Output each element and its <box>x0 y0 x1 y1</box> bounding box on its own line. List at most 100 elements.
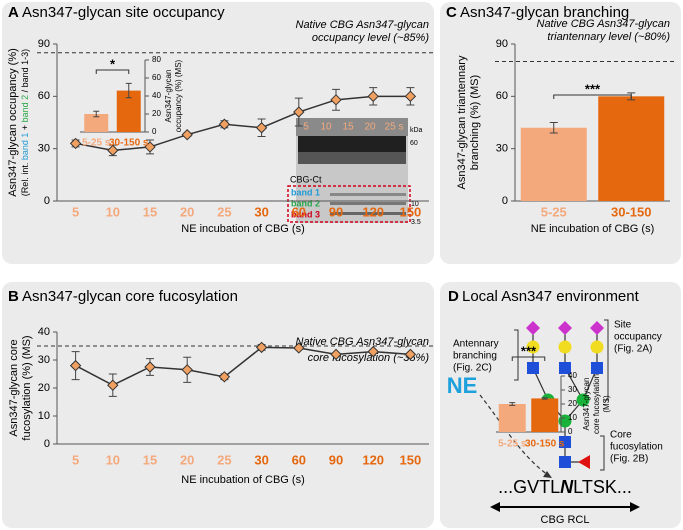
glycan-residues <box>526 321 604 469</box>
gel-lane-label: 5 <box>303 122 309 133</box>
antennary-label: Antennary <box>453 339 499 350</box>
x-axis-label: NE incubation of CBG (s) <box>181 474 305 486</box>
panel-letter: C <box>446 4 457 21</box>
bar <box>84 114 109 132</box>
y-tick-label: 30 <box>38 354 50 366</box>
x-axis-label: NE incubation of CBG (s) <box>531 223 655 235</box>
arrow-head <box>630 502 640 512</box>
panel-letter: D <box>448 288 459 305</box>
diagram: D Local Asn347 environment Antennary bra… <box>447 288 663 526</box>
x-tick-label: 120 <box>362 204 384 219</box>
x-tick-label: 10 <box>106 452 120 467</box>
error-bar <box>509 402 516 406</box>
y-axis-label: branching (%) (MS) <box>469 75 481 170</box>
y-axis-sublabel-part: band 2 <box>20 95 30 123</box>
x-tick-label: 5-25 <box>541 204 567 219</box>
data-point <box>144 361 156 373</box>
y-tick-label: 20 <box>38 382 50 394</box>
gel-lane-label: 20 <box>364 122 376 133</box>
error-bar <box>541 397 548 400</box>
data-point <box>330 348 342 361</box>
y-tick-label: 0 <box>44 195 50 207</box>
x-tick-label: 60 <box>292 204 306 219</box>
data-point <box>181 364 193 376</box>
gel: 5 10 15 20 25 s kDa 60 10 3.5 CBG-Ct ban… <box>287 118 423 226</box>
y-tick-label: 30 <box>568 385 577 394</box>
bar <box>520 127 587 201</box>
gel-band-1 <box>330 193 406 196</box>
y-tick-label: 60 <box>38 90 50 102</box>
reference-label: occupancy level (~85%) <box>312 32 429 44</box>
panel-b-bg <box>2 282 434 528</box>
x-tick-label: 25 <box>217 452 231 467</box>
error-bar <box>549 122 558 134</box>
significance-bracket <box>95 69 130 74</box>
data-point <box>404 348 417 361</box>
y-tick-label: 0 <box>152 127 157 136</box>
x-axis-label: NE incubation of CBG (s) <box>181 223 305 235</box>
data-point <box>107 379 119 391</box>
x-tick-label: 5-25 s <box>82 138 111 149</box>
gel-band-60 <box>298 136 406 152</box>
brackets <box>514 319 609 471</box>
core-label: Core <box>610 430 632 441</box>
panel-title: Asn347-glycan branching <box>460 4 629 21</box>
sequence-site: N <box>560 477 574 497</box>
gel-band-2 <box>330 202 406 205</box>
significance-label: *** <box>585 81 601 96</box>
x-tick-label: 25 <box>217 204 231 219</box>
significance-label: *** <box>521 343 537 358</box>
x-tick-label: 5 <box>72 204 79 219</box>
y-axis-label: Asn347-glycan <box>164 70 173 123</box>
bar <box>498 404 526 432</box>
gel-band-label: band 3 <box>291 209 320 219</box>
x-tick-label: 120 <box>362 452 384 467</box>
x-tick-label: 5 <box>72 452 79 467</box>
x-tick-label: 60 <box>292 452 306 467</box>
data-point <box>367 90 379 103</box>
gel-kda-label: 10 <box>411 201 419 208</box>
x-tick-label: 90 <box>329 452 343 467</box>
data-point <box>330 94 342 106</box>
gel-band-label: band 2 <box>291 198 320 208</box>
panel-title: Asn347-glycan site occupancy <box>22 4 225 21</box>
antennary-label: branching <box>453 351 497 362</box>
gel-lane-label: 15 <box>342 122 354 133</box>
panel-letter: A <box>8 4 19 21</box>
gel-band-label: band 1 <box>291 187 320 197</box>
y-tick-label: 90 <box>496 38 508 50</box>
y-axis-label: Asn347-glycan occupancy (%) <box>7 48 19 197</box>
data-point <box>69 137 82 150</box>
sequence-part: ...GVTL <box>498 477 560 497</box>
bar <box>598 96 665 201</box>
y-tick-label: 60 <box>152 73 161 82</box>
y-tick-label: 0 <box>502 195 508 207</box>
enzyme-label: NE <box>447 373 478 398</box>
antennary-label: (Fig. 2C) <box>453 363 492 374</box>
gel-lane-label: 25 s <box>385 122 404 133</box>
y-axis-sublabel-part: + <box>20 122 30 132</box>
y-tick-label: 10 <box>38 410 50 422</box>
data-point <box>293 106 305 118</box>
cleavage-arrow <box>479 394 549 476</box>
y-axis-sublabel-part: / band 1-3) <box>20 49 30 95</box>
data-point <box>255 341 268 354</box>
x-tick-label: 150 <box>400 204 422 219</box>
panel-title: Asn347-glycan core fucosylation <box>22 288 238 305</box>
error-bar <box>125 82 132 99</box>
data-point <box>367 345 379 358</box>
y-tick-label: 0 <box>44 438 50 450</box>
gel-kda-label: kDa <box>410 127 423 134</box>
gel-kda-label: 60 <box>410 140 418 147</box>
y-tick-label: 20 <box>152 109 161 118</box>
data-point <box>218 371 231 383</box>
site-label: occupancy <box>614 332 662 343</box>
sequence: ...GVTLNLTSK... <box>498 477 632 497</box>
y-tick-label: 80 <box>152 55 161 64</box>
y-tick-label: 90 <box>38 38 50 50</box>
data-point <box>69 359 82 372</box>
gel-cbg-label: CBG-Ct <box>290 174 322 184</box>
sequence-part: LTSK... <box>573 477 632 497</box>
panel-letter: B <box>8 288 19 305</box>
